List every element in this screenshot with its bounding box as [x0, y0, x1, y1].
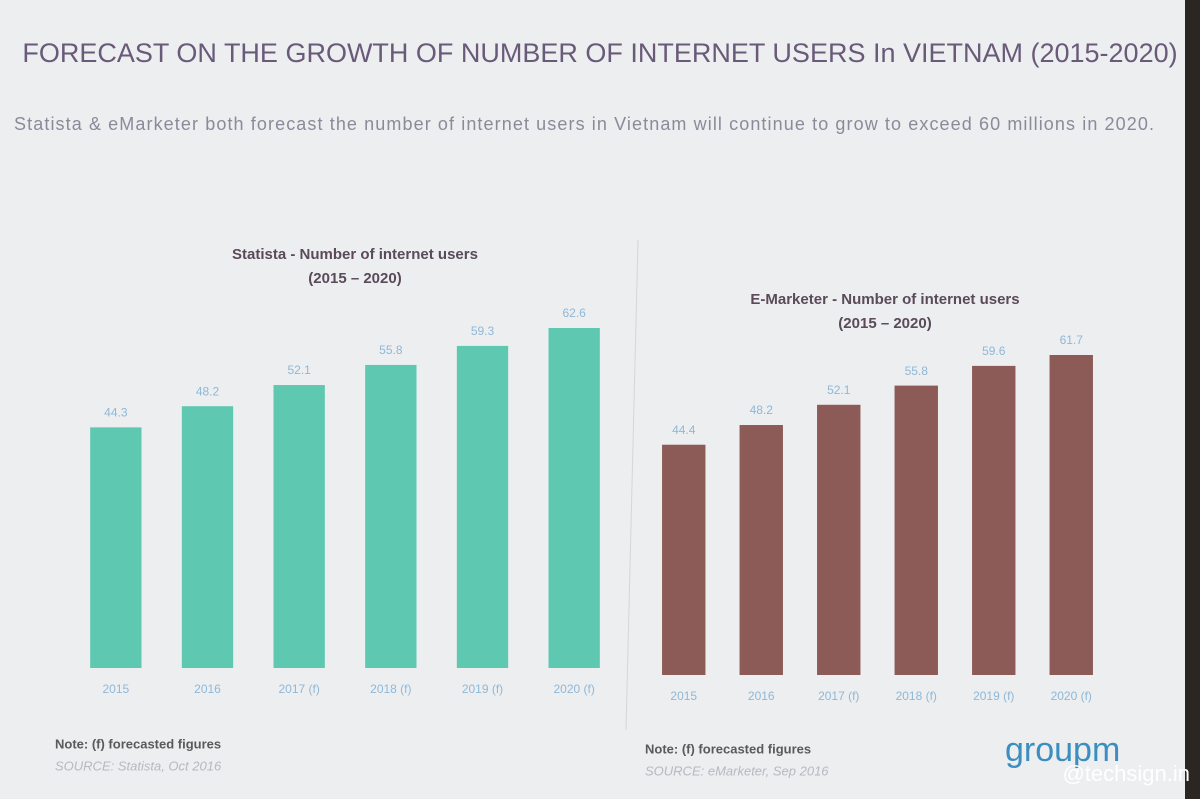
- x-tick-label: 2018 (f): [370, 682, 411, 696]
- bar: [662, 444, 706, 675]
- bar: [365, 364, 417, 668]
- x-tick-label: 2019 (f): [973, 689, 1014, 703]
- bar: [739, 425, 783, 675]
- value-label: 59.3: [471, 324, 495, 338]
- x-tick-label: 2018 (f): [896, 689, 937, 703]
- note: Note: (f) forecasted figures: [645, 741, 811, 756]
- bar: [456, 345, 509, 668]
- x-tick-label: 2020 (f): [1051, 689, 1092, 703]
- chart-title: E-Marketer - Number of internet users: [750, 291, 1019, 308]
- value-label: 55.8: [379, 343, 403, 357]
- slide-subtitle: Statista & eMarketer both forecast the n…: [14, 114, 1154, 134]
- value-label: 52.1: [287, 363, 311, 377]
- value-label: 52.1: [827, 383, 851, 397]
- bar: [894, 385, 938, 675]
- x-tick-label: 2016: [194, 682, 221, 696]
- bar: [273, 385, 325, 668]
- source: SOURCE: Statista, Oct 2016: [55, 758, 222, 773]
- x-tick-label: 2016: [748, 689, 775, 703]
- value-label: 55.8: [905, 364, 929, 378]
- value-label: 44.3: [104, 406, 128, 420]
- note: Note: (f) forecasted figures: [55, 736, 221, 751]
- value-label: 48.2: [750, 403, 774, 417]
- bar: [181, 406, 234, 668]
- source: SOURCE: eMarketer, Sep 2016: [645, 763, 829, 778]
- chart-subtitle: (2015 – 2020): [308, 270, 401, 287]
- chart-title: Statista - Number of internet users: [232, 246, 478, 263]
- watermark: @techsign.in: [1062, 761, 1190, 786]
- bar: [817, 404, 861, 675]
- value-label: 61.7: [1060, 333, 1084, 347]
- slide-title: FORECAST ON THE GROWTH OF NUMBER OF INTE…: [22, 38, 1177, 68]
- chart-subtitle: (2015 – 2020): [838, 315, 931, 332]
- bar: [548, 328, 600, 668]
- value-label: 59.6: [982, 344, 1006, 358]
- bar: [90, 427, 142, 668]
- x-tick-label: 2017 (f): [278, 682, 319, 696]
- divider: [625, 239, 639, 731]
- value-label: 62.6: [562, 306, 586, 320]
- bar: [1049, 355, 1093, 675]
- bar: [972, 365, 1016, 675]
- x-tick-label: 2015: [102, 682, 129, 696]
- x-tick-label: 2020 (f): [553, 682, 594, 696]
- x-tick-label: 2015: [670, 689, 697, 703]
- value-label: 48.2: [196, 384, 220, 398]
- value-label: 44.4: [672, 423, 696, 437]
- logo: groupm: [1005, 731, 1120, 769]
- x-tick-label: 2019 (f): [462, 682, 503, 696]
- x-tick-label: 2017 (f): [818, 689, 859, 703]
